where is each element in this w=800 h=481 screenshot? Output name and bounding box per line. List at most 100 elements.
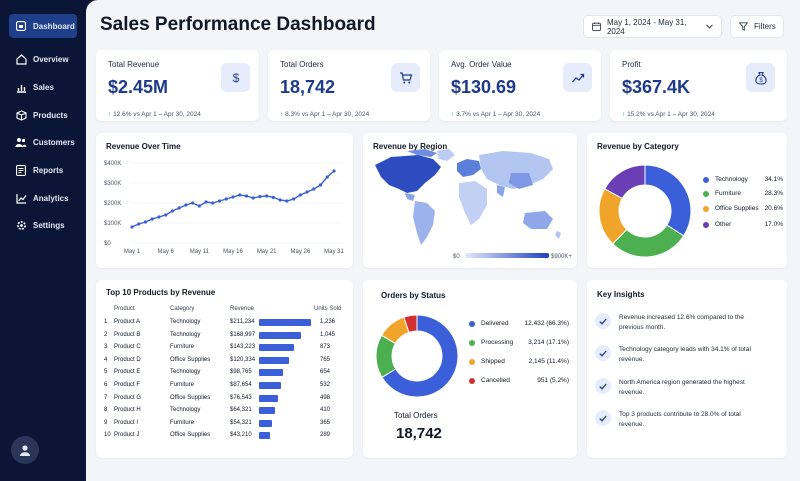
- page-title: Sales Performance Dashboard: [100, 14, 376, 35]
- kpi-card-profit: Profit $367.4K ↑ 15.2% vs Apr 1 – Apr 30…: [610, 50, 787, 121]
- data-point[interactable]: [298, 193, 302, 197]
- data-point[interactable]: [305, 190, 309, 194]
- kpi-delta-value: 3.7%: [456, 111, 471, 118]
- map-region-africa[interactable]: [459, 181, 487, 225]
- status-slice[interactable]: [381, 314, 459, 398]
- sidebar-item-settings[interactable]: Settings: [9, 213, 77, 237]
- revenue-over-time-card: Revenue Over Time $400K $300K $200K $100K $0…: [96, 133, 353, 268]
- revenue-by-category-card: Revenue by Category Technology 34.1% Furn…: [587, 133, 787, 268]
- rank-cell: 8: [104, 407, 108, 414]
- data-point[interactable]: [191, 201, 195, 205]
- data-point[interactable]: [251, 196, 255, 200]
- data-point[interactable]: [157, 215, 161, 219]
- data-point[interactable]: [197, 204, 201, 208]
- legend-dot: [703, 205, 709, 212]
- revenue-cell: $98,765: [230, 369, 252, 376]
- kpi-compare: vs Apr 1 – Apr 30, 2024: [472, 111, 541, 118]
- data-point[interactable]: [170, 209, 174, 213]
- legend-dot: [469, 339, 475, 346]
- revenue-cell: $168,997: [230, 331, 256, 338]
- calendar-icon: [592, 22, 601, 31]
- map-region-oceania[interactable]: [523, 211, 561, 239]
- legend-label: Furniture: [715, 190, 742, 197]
- rank-cell: 1: [104, 319, 108, 325]
- data-point[interactable]: [231, 195, 235, 199]
- units-cell: 1,236: [320, 319, 336, 325]
- sidebar-item-analytics[interactable]: Analytics: [9, 186, 77, 210]
- legend-dot: [469, 320, 475, 327]
- revenue-cell: $43,210: [230, 432, 252, 439]
- data-point[interactable]: [285, 199, 289, 203]
- legend-pct: 20.6%: [764, 205, 783, 212]
- x-tick-label: May 1: [124, 249, 141, 255]
- y-tick-label: $200K: [104, 201, 121, 207]
- category-legend-office-supplies: Office Supplies 20.6%: [703, 205, 783, 212]
- scale-max-label: $900K+: [551, 254, 572, 260]
- category-legend-technology: Technology 34.1%: [703, 176, 783, 183]
- sidebar-item-reports[interactable]: Reports: [9, 158, 77, 182]
- data-point[interactable]: [258, 195, 262, 199]
- data-point[interactable]: [318, 183, 323, 187]
- rank-cell: 9: [104, 419, 108, 426]
- x-tick-label: May 6: [157, 249, 174, 255]
- date-range-picker[interactable]: May 1, 2024 - May 31, 2024: [583, 15, 722, 38]
- data-point[interactable]: [184, 203, 188, 207]
- category-slice[interactable]: [604, 164, 646, 200]
- col-header-units: Units Sold: [314, 306, 342, 312]
- status-slice[interactable]: [403, 314, 418, 333]
- filters-button[interactable]: Filters: [730, 15, 784, 38]
- kpi-label: Total Orders: [280, 60, 324, 69]
- data-point[interactable]: [217, 199, 222, 203]
- svg-text:$: $: [232, 71, 239, 85]
- arrow-up-icon: ↑: [108, 111, 112, 118]
- data-point[interactable]: [211, 201, 215, 205]
- category-cell: Technology: [170, 369, 201, 376]
- data-point[interactable]: [130, 225, 134, 229]
- sidebar-item-dashboard[interactable]: Dashboard: [9, 14, 77, 38]
- data-point[interactable]: [265, 194, 269, 198]
- avatar[interactable]: [11, 436, 39, 464]
- data-point[interactable]: [244, 194, 249, 198]
- check-icon: [595, 378, 611, 394]
- data-point[interactable]: [271, 195, 275, 199]
- data-point[interactable]: [312, 187, 316, 191]
- user-icon: [20, 445, 30, 456]
- rank-cell: 3: [104, 344, 108, 351]
- map-region-europe[interactable]: [457, 159, 481, 177]
- data-point[interactable]: [325, 175, 329, 179]
- map-region-asia[interactable]: [479, 151, 553, 197]
- insight-text: Top 3 products contribute to 28.0% of to…: [619, 411, 741, 428]
- data-point[interactable]: [150, 217, 154, 221]
- rank-cell: 4: [104, 356, 108, 363]
- sidebar-item-overview[interactable]: Overview: [9, 47, 77, 71]
- data-point[interactable]: [278, 198, 282, 202]
- data-point[interactable]: [292, 197, 296, 201]
- map-region-north-america[interactable]: [375, 149, 455, 201]
- legend-count: 951 (5.2%): [537, 377, 569, 384]
- date-range-text: May 1, 2024 - May 31, 2024: [606, 17, 687, 36]
- category-cell: Technology: [170, 319, 201, 325]
- data-point[interactable]: [143, 220, 148, 224]
- sidebar-item-customers[interactable]: Customers: [9, 130, 77, 154]
- data-point[interactable]: [177, 206, 181, 210]
- data-point[interactable]: [224, 197, 228, 201]
- scale-min-label: $0: [453, 254, 460, 260]
- kpi-delta: ↑ 12.6% vs Apr 1 – Apr 30, 2024: [108, 111, 201, 118]
- legend-dot: [703, 176, 709, 183]
- data-point[interactable]: [238, 193, 242, 197]
- col-header-category: Category: [170, 306, 195, 312]
- legend-count: 2,145 (11.4%): [528, 358, 569, 365]
- filter-icon: [739, 22, 748, 31]
- data-point[interactable]: [204, 200, 208, 204]
- product-cell: Product D: [114, 356, 141, 363]
- data-point[interactable]: [332, 169, 336, 173]
- product-cell: Product I: [114, 419, 139, 426]
- arrow-up-icon: ↑: [280, 111, 284, 118]
- revenue-bar: [259, 419, 273, 427]
- data-point[interactable]: [137, 222, 141, 226]
- sidebar-item-sales[interactable]: Sales: [9, 75, 77, 99]
- data-point[interactable]: [164, 213, 168, 217]
- map-region-south-america[interactable]: [413, 201, 435, 245]
- world-map[interactable]: $0 $900K+: [363, 133, 577, 268]
- sidebar-item-products[interactable]: Products: [9, 103, 77, 127]
